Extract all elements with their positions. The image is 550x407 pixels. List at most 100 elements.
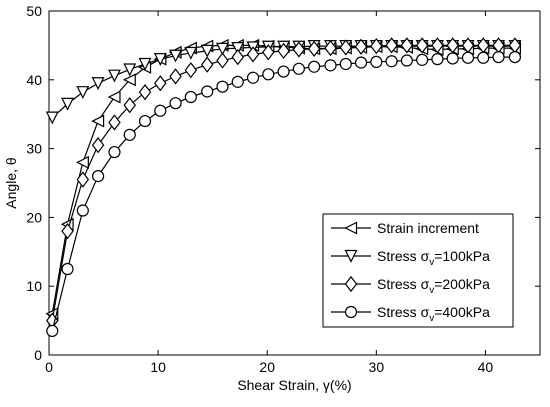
data-point-circle: [508, 50, 522, 64]
data-point-diamond: [108, 114, 121, 131]
data-point-triangle-down: [344, 249, 358, 263]
legend-label: Strain increment: [377, 220, 479, 236]
data-point-diamond: [138, 84, 152, 101]
data-point-circle: [292, 62, 305, 75]
legend-label: Stress σv=100kPa: [377, 248, 490, 268]
data-point-diamond: [200, 56, 214, 73]
data-point-circle: [169, 97, 182, 110]
data-point-diamond: [370, 37, 383, 55]
data-point-circle: [231, 75, 244, 88]
data-point-diamond: [123, 97, 136, 114]
data-point-diamond: [76, 171, 90, 188]
x-axis-label: Shear Strain, γ(%): [237, 377, 351, 393]
data-point-triangle-down: [107, 69, 121, 83]
data-point-diamond: [262, 44, 275, 61]
data-point-triangle-down: [153, 53, 167, 67]
data-point-circle: [431, 53, 444, 66]
data-point-circle: [91, 170, 105, 183]
data-point-circle: [201, 85, 214, 98]
data-point-triangle-down: [91, 77, 105, 91]
data-point-diamond: [61, 223, 74, 240]
data-point-diamond: [431, 37, 444, 54]
data-point-diamond: [184, 62, 198, 79]
data-point-circle: [216, 80, 229, 93]
data-point-circle: [108, 145, 121, 159]
legend-label: Stress σv=400kPa: [377, 304, 490, 324]
legend-entry: Strain increment: [331, 220, 479, 236]
y-tick-label: 30: [26, 141, 42, 157]
data-point-triangle-down: [184, 46, 198, 60]
data-point-circle: [138, 114, 152, 128]
data-point-diamond: [246, 46, 260, 63]
data-point-diamond: [216, 52, 229, 69]
data-point-circle: [446, 52, 459, 65]
data-point-circle: [262, 68, 275, 81]
data-point-circle: [339, 57, 352, 71]
data-point-triangle-down: [169, 49, 183, 63]
y-tick-label: 40: [26, 72, 42, 88]
data-point-circle: [61, 262, 74, 276]
data-point-circle: [416, 53, 429, 66]
data-point-diamond: [385, 37, 398, 54]
legend-entry: Stress σv=200kPa: [331, 275, 490, 296]
data-point-diamond: [277, 42, 290, 60]
data-point-diamond: [169, 68, 182, 85]
data-point-triangle-down: [76, 86, 90, 100]
x-tick-label: 10: [150, 359, 166, 375]
data-point-circle: [154, 104, 167, 117]
data-point-diamond: [292, 41, 306, 58]
data-point-triangle-down: [123, 63, 137, 77]
data-point-triangle-left: [75, 155, 89, 169]
x-tick-label: 40: [478, 359, 494, 375]
legend-entry: Stress σv=100kPa: [331, 248, 490, 268]
data-point-circle: [477, 51, 490, 64]
data-point-circle: [246, 71, 260, 84]
data-point-diamond: [344, 275, 358, 293]
data-point-triangle-down: [138, 57, 152, 71]
data-point-diamond: [339, 39, 353, 56]
data-point-triangle-down: [231, 42, 245, 55]
legend: Strain increment Stress σv=100kPa Stress σ…: [322, 213, 514, 328]
data-point-diamond: [324, 40, 337, 57]
data-point-diamond: [154, 75, 167, 92]
data-point-diamond: [354, 38, 368, 55]
legend-entry: Stress σv=400kPa: [331, 304, 490, 324]
data-point-circle: [344, 305, 358, 319]
data-point-circle: [400, 54, 413, 67]
data-point-circle: [76, 204, 89, 217]
series-layer: [45, 37, 522, 338]
data-point-diamond: [91, 137, 105, 154]
data-point-circle: [123, 128, 136, 141]
data-point-circle: [46, 324, 59, 338]
data-point-circle: [370, 55, 383, 69]
data-point-triangle-left: [91, 114, 105, 128]
axis-ticks: 0 10 20 30 40 0 10 20 30 40 50: [26, 3, 540, 375]
y-axis-label: Angle, θ: [3, 157, 19, 209]
y-tick-label: 10: [26, 278, 42, 294]
y-tick-label: 20: [26, 209, 42, 225]
data-point-diamond: [415, 37, 429, 54]
data-point-circle: [492, 50, 505, 64]
x-tick-label: 30: [369, 359, 385, 375]
data-point-triangle-left: [107, 90, 121, 104]
data-point-circle: [277, 65, 290, 78]
series-4: [46, 50, 522, 338]
data-point-circle: [308, 60, 321, 73]
data-point-circle: [354, 56, 368, 69]
y-tick-label: 0: [34, 347, 42, 363]
x-tick-label: 0: [45, 359, 53, 375]
data-point-triangle-down: [45, 111, 59, 125]
data-point-triangle-left: [122, 73, 136, 87]
data-point-circle: [461, 51, 475, 64]
legend-label: Stress σv=200kPa: [377, 276, 490, 296]
data-point-triangle-down: [61, 97, 75, 111]
series-3: [46, 37, 522, 329]
data-point-diamond: [231, 48, 245, 66]
data-point-triangle-left: [344, 221, 358, 235]
y-tick-label: 50: [26, 3, 42, 19]
data-point-triangle-down: [216, 42, 229, 56]
data-point-diamond: [400, 37, 414, 54]
data-point-circle: [184, 90, 197, 104]
x-tick-label: 20: [259, 359, 275, 375]
